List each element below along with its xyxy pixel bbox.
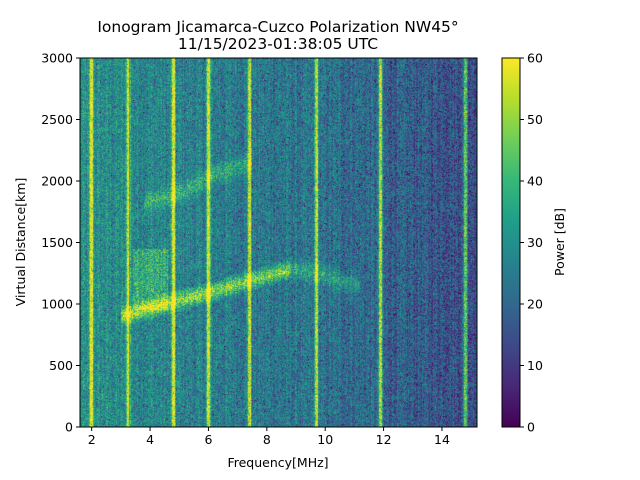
y-axis: 0 500 1000 1500 2000 2500 3000 bbox=[41, 51, 80, 435]
x-tick-label: 6 bbox=[204, 432, 212, 447]
x-tick-label: 4 bbox=[146, 432, 154, 447]
y-tick-label: 3000 bbox=[41, 51, 73, 66]
y-axis-label: Virtual Distance[km] bbox=[13, 178, 28, 307]
colorbar-tick-label: 40 bbox=[527, 174, 543, 189]
x-tick-label: 14 bbox=[434, 432, 450, 447]
colorbar-tick-label: 20 bbox=[527, 297, 543, 312]
heatmap-area bbox=[80, 58, 477, 427]
colorbar bbox=[502, 58, 520, 427]
y-tick-label: 2000 bbox=[41, 174, 73, 189]
chart-title: Ionogram Jicamarca-Cuzco Polarization NW… bbox=[97, 18, 458, 36]
x-axis-label: Frequency[MHz] bbox=[227, 455, 328, 470]
colorbar-tick-label: 60 bbox=[527, 51, 543, 66]
x-axis: 2 4 6 8 10 12 14 bbox=[88, 427, 450, 447]
x-tick-label: 8 bbox=[263, 432, 271, 447]
colorbar-label: Power [dB] bbox=[552, 208, 567, 276]
colorbar-tick-label: 50 bbox=[527, 112, 543, 127]
y-tick-label: 2500 bbox=[41, 112, 73, 127]
y-tick-label: 1500 bbox=[41, 235, 73, 250]
x-tick-label: 10 bbox=[317, 432, 333, 447]
x-tick-label: 2 bbox=[88, 432, 96, 447]
colorbar-tick-label: 0 bbox=[527, 420, 535, 435]
y-tick-label: 1000 bbox=[41, 297, 73, 312]
y-tick-label: 0 bbox=[65, 420, 73, 435]
colorbar-tick-label: 10 bbox=[527, 358, 543, 373]
colorbar-axis: 0 10 20 30 40 50 60 bbox=[520, 51, 543, 435]
heatmap-image bbox=[80, 58, 477, 427]
x-tick-label: 12 bbox=[376, 432, 392, 447]
y-tick-label: 500 bbox=[49, 358, 73, 373]
chart-subtitle: 11/15/2023-01:38:05 UTC bbox=[178, 35, 378, 53]
colorbar-tick-label: 30 bbox=[527, 235, 543, 250]
